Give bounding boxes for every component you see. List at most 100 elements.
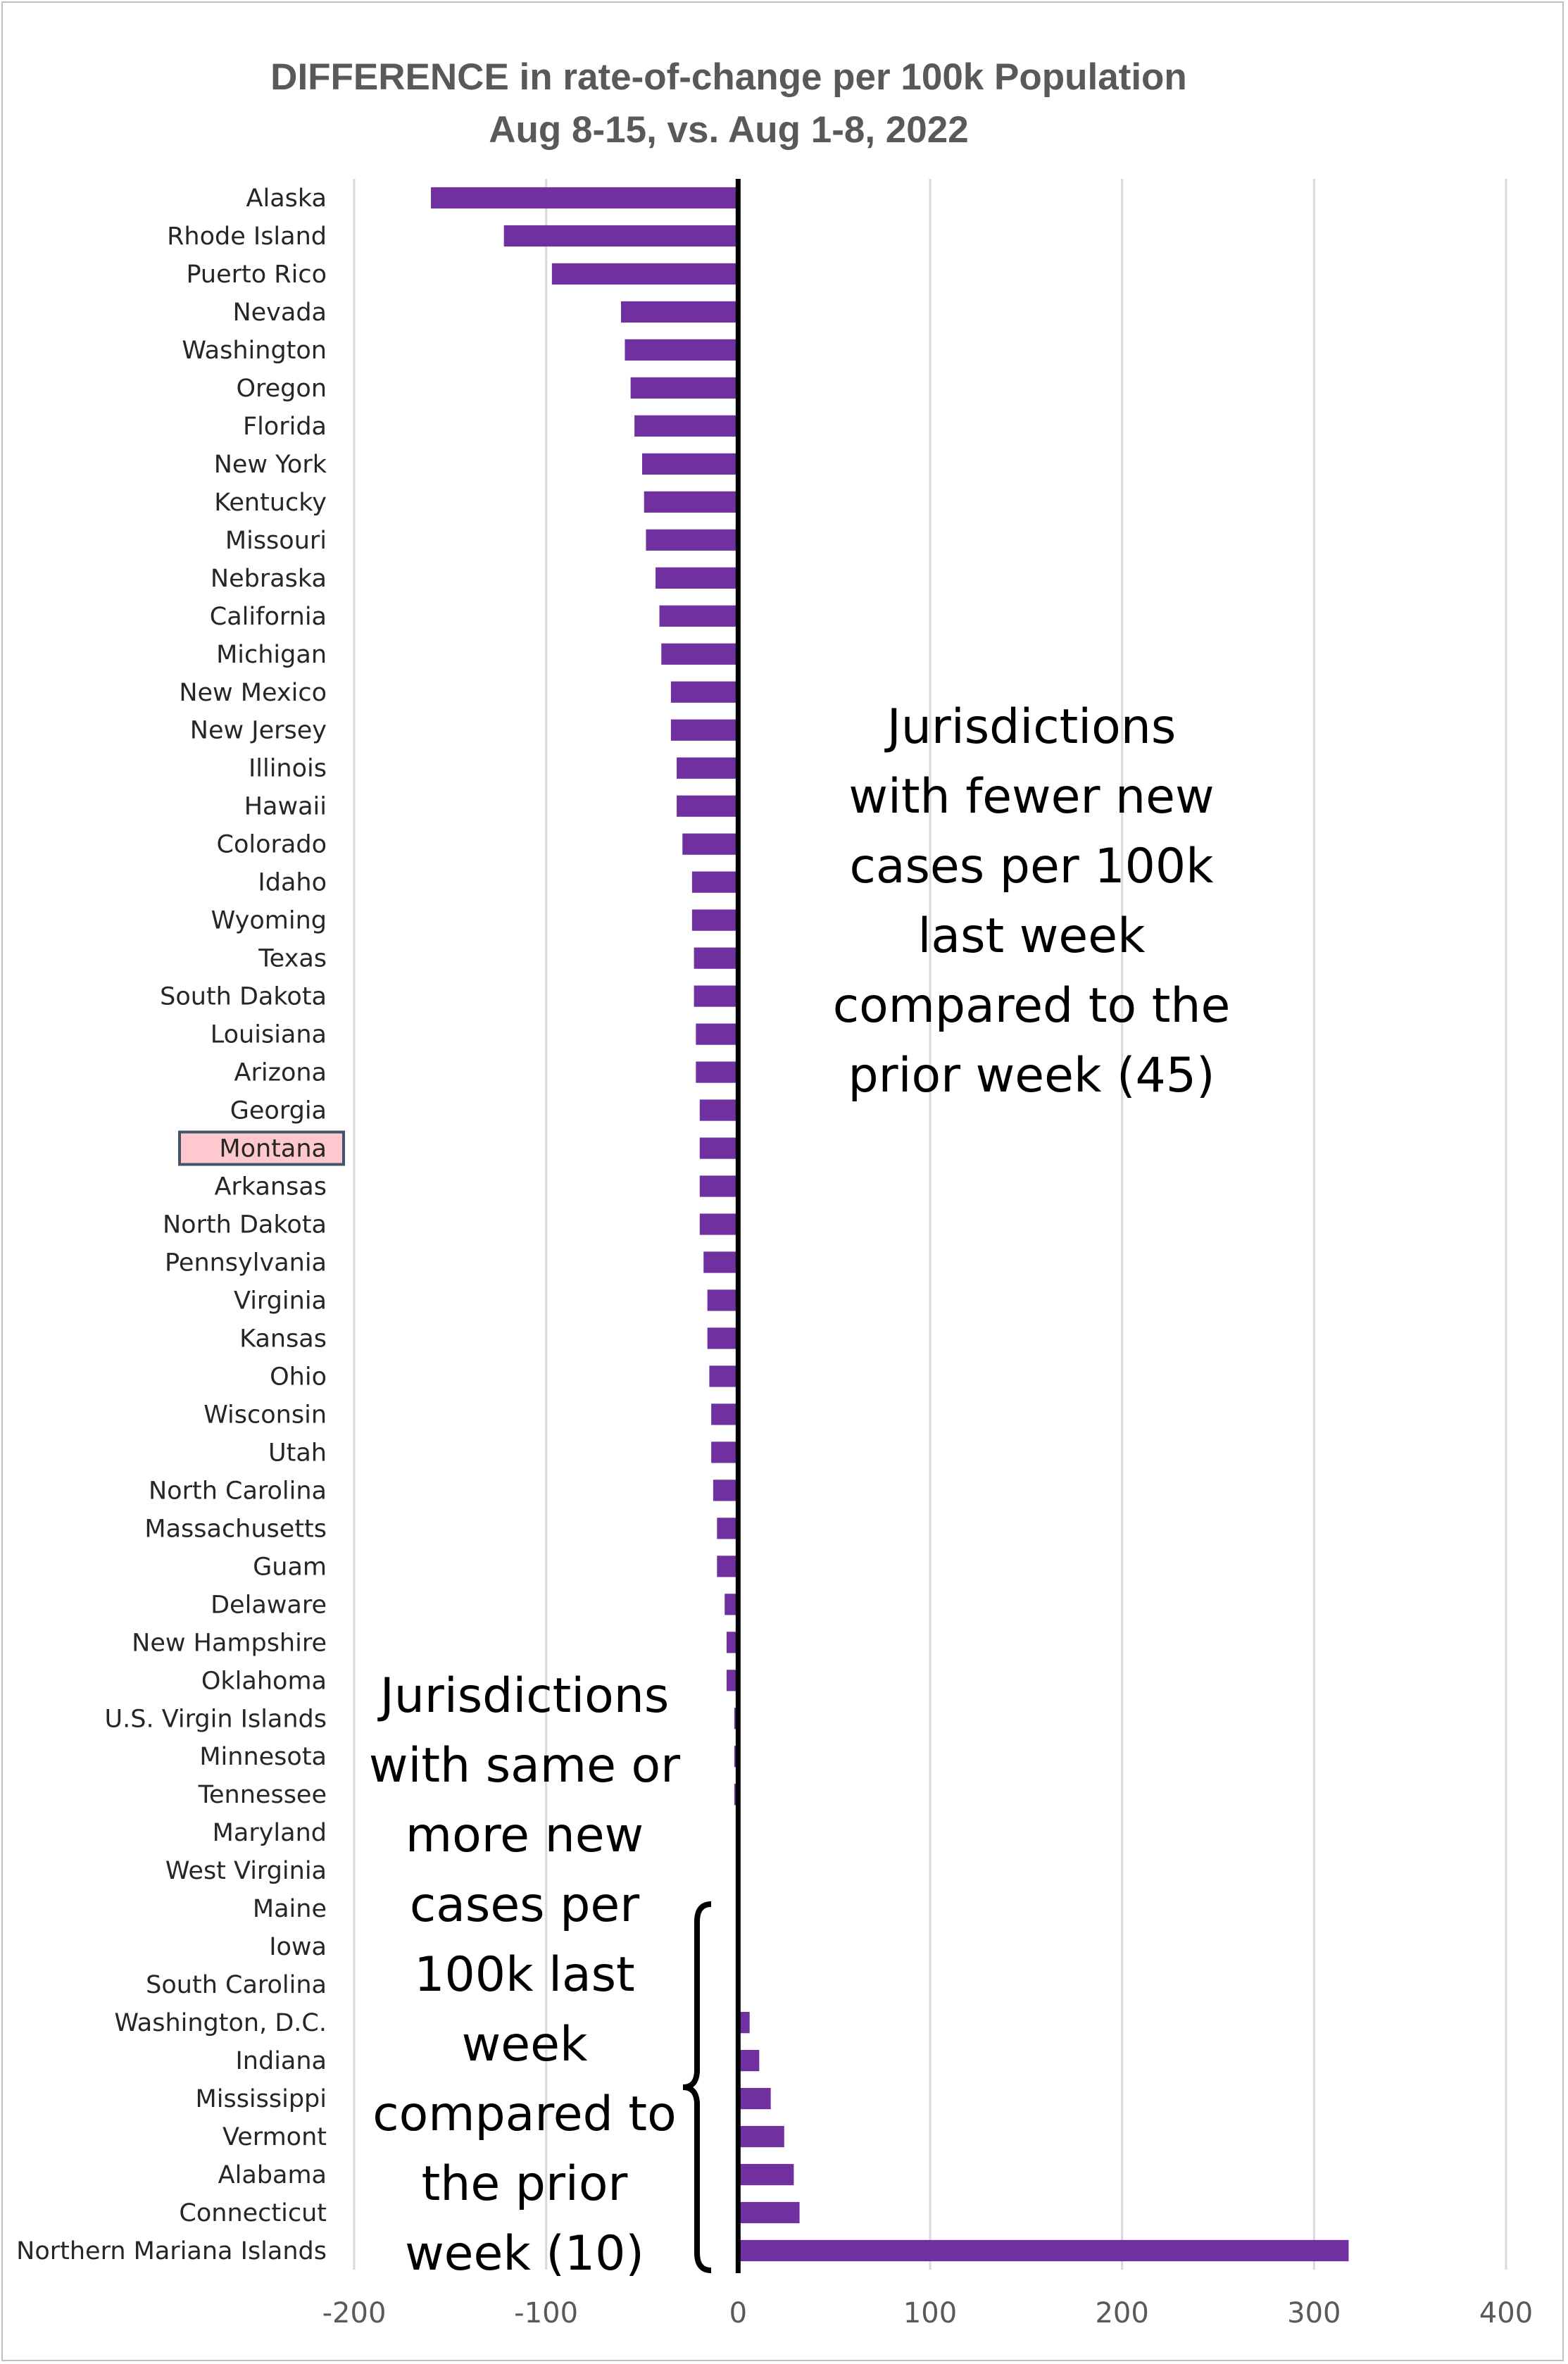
category-labels: Alaska Rhode Island Puerto Rico Nevada Washi… xyxy=(16,185,345,2265)
category-label: Oklahoma xyxy=(201,1667,327,1695)
category-label: Arizona xyxy=(234,1059,327,1087)
x-tick-label: 100 xyxy=(903,2297,957,2329)
category-label: Colorado xyxy=(217,831,327,859)
annotation-line: prior week (45) xyxy=(848,1048,1215,1103)
annotation-line: cases per 100k xyxy=(849,839,1214,894)
category-label: South Carolina xyxy=(146,1971,327,1999)
category-label: Kansas xyxy=(239,1325,327,1353)
category-label: Maine xyxy=(253,1895,327,1923)
category-label: U.S. Virgin Islands xyxy=(105,1705,327,1733)
bar xyxy=(738,2201,800,2224)
category-label: Washington, D.C. xyxy=(114,2009,327,2037)
category-label: Illinois xyxy=(249,755,327,783)
category-label: California xyxy=(210,603,327,631)
category-label: Indiana xyxy=(235,2047,327,2075)
category-label: South Dakota xyxy=(160,983,327,1011)
category-label: Puerto Rico xyxy=(186,261,327,289)
bar xyxy=(659,605,739,627)
annotation-line: compared to the xyxy=(833,978,1231,1034)
annotation-line: with fewer new xyxy=(848,769,1214,825)
category-label: Alaska xyxy=(246,185,327,213)
category-label: Nebraska xyxy=(211,565,327,593)
bar xyxy=(713,1480,739,1501)
category-label: Montana xyxy=(219,1135,327,1163)
bars xyxy=(431,187,1349,2262)
category-label: Iowa xyxy=(269,1933,327,1961)
bar xyxy=(642,453,739,475)
annotation-line: more new xyxy=(406,1808,644,1863)
category-label: Wyoming xyxy=(211,907,327,935)
annotation-line: last week xyxy=(918,908,1146,964)
bar xyxy=(694,947,739,969)
category-label: Nevada xyxy=(232,299,327,327)
bar xyxy=(621,301,739,323)
x-tick-label: 200 xyxy=(1095,2297,1148,2329)
bar xyxy=(717,1518,739,1539)
bar xyxy=(694,985,739,1007)
annotation-line: 100k last xyxy=(414,1947,634,2003)
category-label: Ohio xyxy=(270,1363,327,1391)
bar xyxy=(503,225,739,247)
annotation-line: week xyxy=(462,2017,588,2072)
bar xyxy=(670,681,739,703)
bar xyxy=(677,757,739,779)
category-label: Delaware xyxy=(211,1591,327,1619)
x-tick-label: -200 xyxy=(322,2297,387,2329)
category-label: Washington xyxy=(182,337,327,365)
bar xyxy=(725,1594,739,1615)
category-label: Arkansas xyxy=(214,1173,327,1201)
category-label: Alabama xyxy=(218,2161,327,2189)
annotation-line: Jurisdictions xyxy=(377,1668,670,1724)
bar xyxy=(709,1365,739,1387)
bar xyxy=(696,1023,739,1045)
bar xyxy=(703,1251,739,1273)
category-label: Georgia xyxy=(230,1097,327,1125)
bar xyxy=(644,491,739,513)
x-tick-label: 0 xyxy=(729,2297,747,2329)
category-label: Texas xyxy=(258,945,327,973)
bar xyxy=(738,2125,784,2148)
bar xyxy=(691,871,739,893)
category-label: Wisconsin xyxy=(203,1401,327,1429)
annotation-line: cases per xyxy=(410,1877,639,1933)
bar xyxy=(677,795,739,817)
x-tick-label: 400 xyxy=(1479,2297,1533,2329)
bar xyxy=(711,1441,739,1463)
category-label: Northern Mariana Islands xyxy=(16,2237,327,2265)
annotation-line: week (10) xyxy=(405,2226,644,2282)
category-label: Hawaii xyxy=(244,793,327,821)
annotation-line: the prior xyxy=(422,2156,628,2212)
category-label: North Dakota xyxy=(163,1211,327,1239)
bar xyxy=(699,1137,739,1159)
bar xyxy=(699,1175,739,1197)
x-tick-labels: -200 -100 0 100 200 300 400 xyxy=(322,2297,1533,2329)
category-label: Massachusetts xyxy=(144,1515,327,1543)
bar xyxy=(738,2239,1349,2262)
bar xyxy=(726,1670,739,1691)
highlight-box xyxy=(178,1130,345,1166)
category-label: Mississippi xyxy=(196,2085,327,2113)
category-label: Maryland xyxy=(213,1819,327,1847)
annotation-line: Jurisdictions xyxy=(884,699,1177,755)
category-label: Idaho xyxy=(258,869,327,897)
bar xyxy=(625,339,739,361)
category-label: Pennsylvania xyxy=(165,1249,327,1277)
bar xyxy=(691,909,739,931)
bar xyxy=(717,1556,739,1577)
category-label: Kentucky xyxy=(214,489,327,517)
category-label: Guam xyxy=(253,1553,327,1581)
category-label: Louisiana xyxy=(211,1021,327,1049)
chart-subtitle: Aug 8-15, vs. Aug 1-8, 2022 xyxy=(489,109,968,151)
category-label: New Hampshire xyxy=(132,1629,327,1657)
category-label: Tennessee xyxy=(198,1781,327,1809)
bar xyxy=(670,719,739,741)
bar xyxy=(738,2163,794,2186)
x-tick-label: 300 xyxy=(1287,2297,1341,2329)
x-tick-label: -100 xyxy=(514,2297,578,2329)
annotations: Jurisdictions with fewer new cases per 100… xyxy=(369,699,1230,2282)
gridlines xyxy=(353,179,1507,2270)
bar xyxy=(699,1099,739,1121)
annotation-line: compared to xyxy=(372,2087,676,2142)
bar xyxy=(738,2087,771,2110)
category-label: Florida xyxy=(243,413,327,441)
